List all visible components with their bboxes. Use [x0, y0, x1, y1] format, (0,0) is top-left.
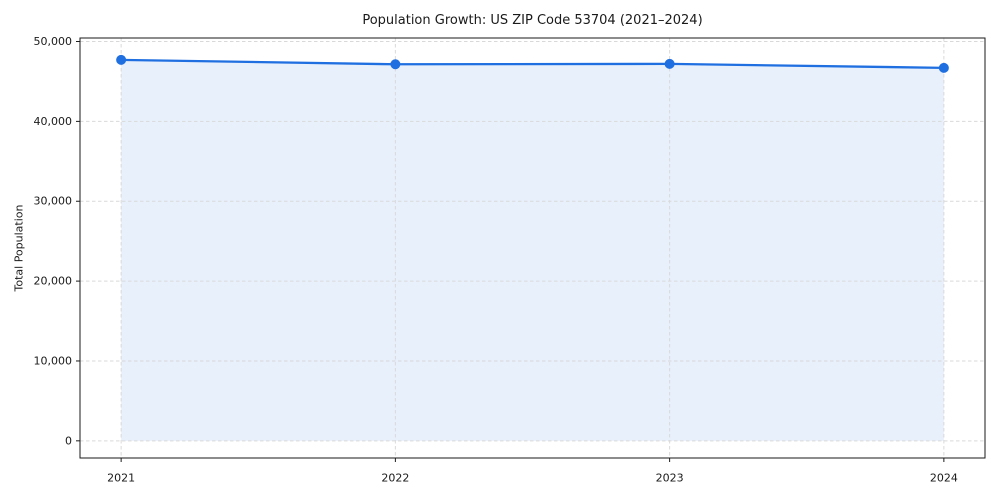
y-tick-label: 20,000 [34, 275, 73, 288]
x-tick-label: 2021 [107, 472, 135, 485]
x-tick-label: 2024 [930, 472, 958, 485]
y-tick-label: 50,000 [34, 35, 73, 48]
y-tick-label: 40,000 [34, 115, 73, 128]
axes-spines [79, 37, 986, 459]
data-point-2021 [116, 54, 127, 65]
data-point-2024 [938, 62, 949, 73]
y-tick-label: 0 [65, 434, 72, 447]
area-fill [121, 59, 944, 441]
x-tick-label: 2023 [656, 472, 684, 485]
y-tick-label: 10,000 [34, 354, 73, 367]
data-point-2022 [390, 59, 401, 70]
data-point-2023 [664, 58, 675, 69]
population-line [119, 58, 946, 70]
y-tick-label: 30,000 [34, 195, 73, 208]
x-tick-label: 2022 [381, 472, 409, 485]
chart-title: Population Growth: US ZIP Code 53704 (20… [362, 13, 703, 28]
